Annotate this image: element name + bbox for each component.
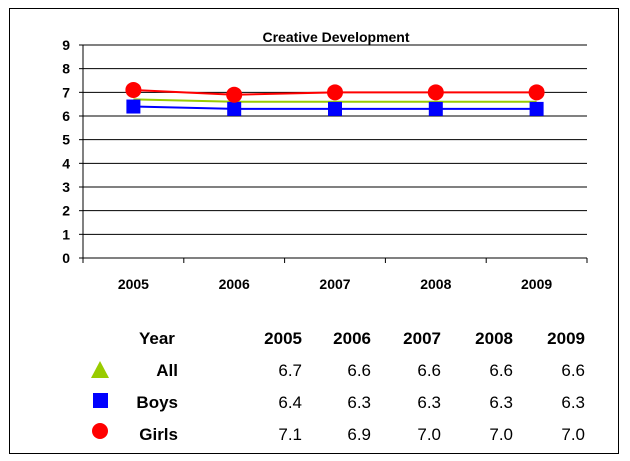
x-tick-label: 2006 — [219, 276, 250, 292]
table-cell: 6.9 — [347, 425, 371, 444]
series-markers — [125, 81, 545, 116]
data-point-girls — [427, 84, 444, 101]
data-point-girls — [125, 81, 142, 98]
series-line-all — [133, 98, 537, 103]
table-cell: 6.6 — [561, 361, 585, 380]
table-header-year: Year — [139, 329, 175, 348]
gridlines — [83, 44, 587, 235]
legend-marker-boys — [93, 393, 108, 408]
y-tick-label: 3 — [62, 179, 70, 195]
table-header-year-cell: 2007 — [403, 329, 441, 348]
y-tick-label: 9 — [62, 37, 70, 53]
table-cell: 7.0 — [489, 425, 513, 444]
table-legend-markers — [91, 361, 109, 439]
y-tick-label: 5 — [62, 132, 70, 148]
y-tick-label: 2 — [62, 203, 70, 219]
table-cell: 6.6 — [489, 361, 513, 380]
table-cell: 7.1 — [278, 425, 302, 444]
axes — [79, 44, 588, 263]
table-cell: 6.6 — [347, 361, 371, 380]
x-tick-labels: 2005 2006 2007 2008 2009 — [118, 276, 553, 292]
table-cell: 6.6 — [417, 361, 441, 380]
table-cell: 6.4 — [278, 393, 302, 412]
data-point-boys — [227, 101, 242, 116]
y-tick-label: 4 — [62, 155, 70, 171]
data-point-boys — [328, 101, 342, 116]
table-cell: 6.3 — [561, 393, 585, 412]
x-tick-label: 2007 — [319, 276, 350, 292]
chart-frame — [9, 8, 619, 454]
y-tick-label: 7 — [62, 84, 70, 100]
table-cell: 6.3 — [417, 393, 441, 412]
table-header-year-cell: 2005 — [264, 329, 302, 348]
table-row-label: Boys — [136, 393, 178, 412]
data-point-boys — [529, 101, 544, 116]
data-point-girls — [226, 86, 243, 103]
table-header-year-cell: 2009 — [547, 329, 585, 348]
x-tick-label: 2008 — [420, 276, 451, 292]
y-tick-label: 6 — [62, 108, 70, 124]
table-header-year-cell: 2006 — [333, 329, 371, 348]
chart-title: Creative Development — [262, 29, 409, 45]
table-cell: 7.0 — [561, 425, 585, 444]
data-point-boys — [126, 99, 141, 114]
table-header-year-cell: 2008 — [475, 329, 513, 348]
y-tick-label: 1 — [62, 226, 70, 242]
legend-marker-girls — [92, 423, 108, 439]
data-point-girls — [327, 84, 343, 101]
x-tick-label: 2009 — [521, 276, 552, 292]
y-tick-label: 8 — [62, 61, 70, 77]
table-cell: 6.3 — [489, 393, 513, 412]
y-tick-label: 0 — [62, 250, 70, 266]
data-point-girls — [528, 84, 545, 101]
table-cell: 7.0 — [417, 425, 441, 444]
legend-marker-all — [91, 361, 109, 378]
x-tick-label: 2005 — [118, 276, 149, 292]
table-cell: 6.7 — [278, 361, 302, 380]
data-point-boys — [428, 101, 443, 116]
y-tick-labels: 0 1 2 3 4 5 6 7 8 9 — [62, 37, 70, 266]
table-row-label: All — [156, 361, 178, 380]
table-cell: 6.3 — [347, 393, 371, 412]
table-row-label: Girls — [139, 425, 178, 444]
